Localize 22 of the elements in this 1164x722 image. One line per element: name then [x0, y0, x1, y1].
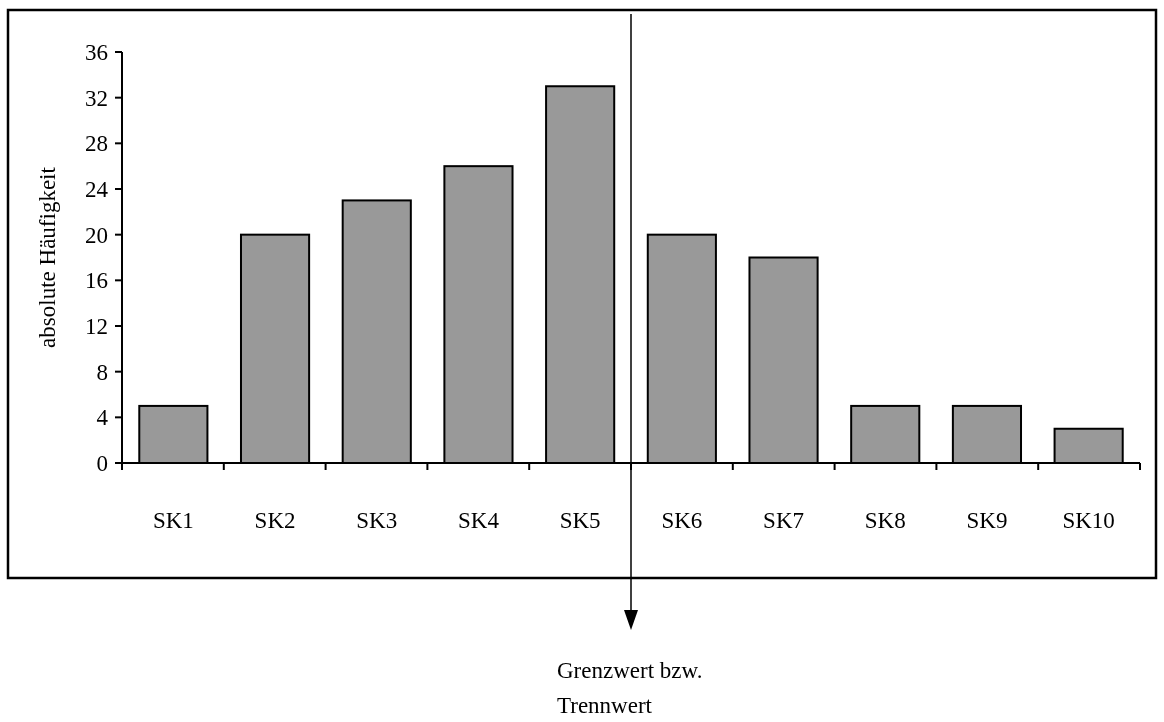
y-tick-label: 36 — [85, 40, 108, 66]
y-tick-label: 24 — [85, 177, 109, 203]
x-tick-label: SK5 — [559, 508, 601, 533]
y-tick-label: 8 — [96, 359, 108, 385]
y-tick-label: 4 — [96, 405, 109, 431]
y-tick-label: 28 — [85, 131, 108, 157]
y-axis-title: absolute Häufigkeit — [35, 166, 60, 348]
x-tick-label: SK1 — [152, 508, 194, 533]
y-tick-label: 12 — [85, 314, 108, 340]
x-tick-label: SK3 — [356, 508, 398, 533]
x-tick-label: SK7 — [763, 508, 804, 533]
x-tick-label: SK4 — [458, 508, 500, 533]
y-tick-label: 32 — [85, 85, 108, 111]
y-tick-label: 16 — [85, 268, 108, 294]
x-tick-label: SK8 — [864, 508, 906, 533]
x-tick-label: SK2 — [254, 508, 296, 533]
y-tick-label: 20 — [85, 222, 108, 248]
text: Grenzwert bzw. Trennwert — [557, 658, 703, 718]
y-tick-label: 0 — [96, 451, 108, 477]
x-tick-label: SK10 — [1062, 508, 1115, 533]
x-tick-label: SK9 — [966, 508, 1008, 533]
x-tick-label: SK6 — [661, 508, 703, 533]
